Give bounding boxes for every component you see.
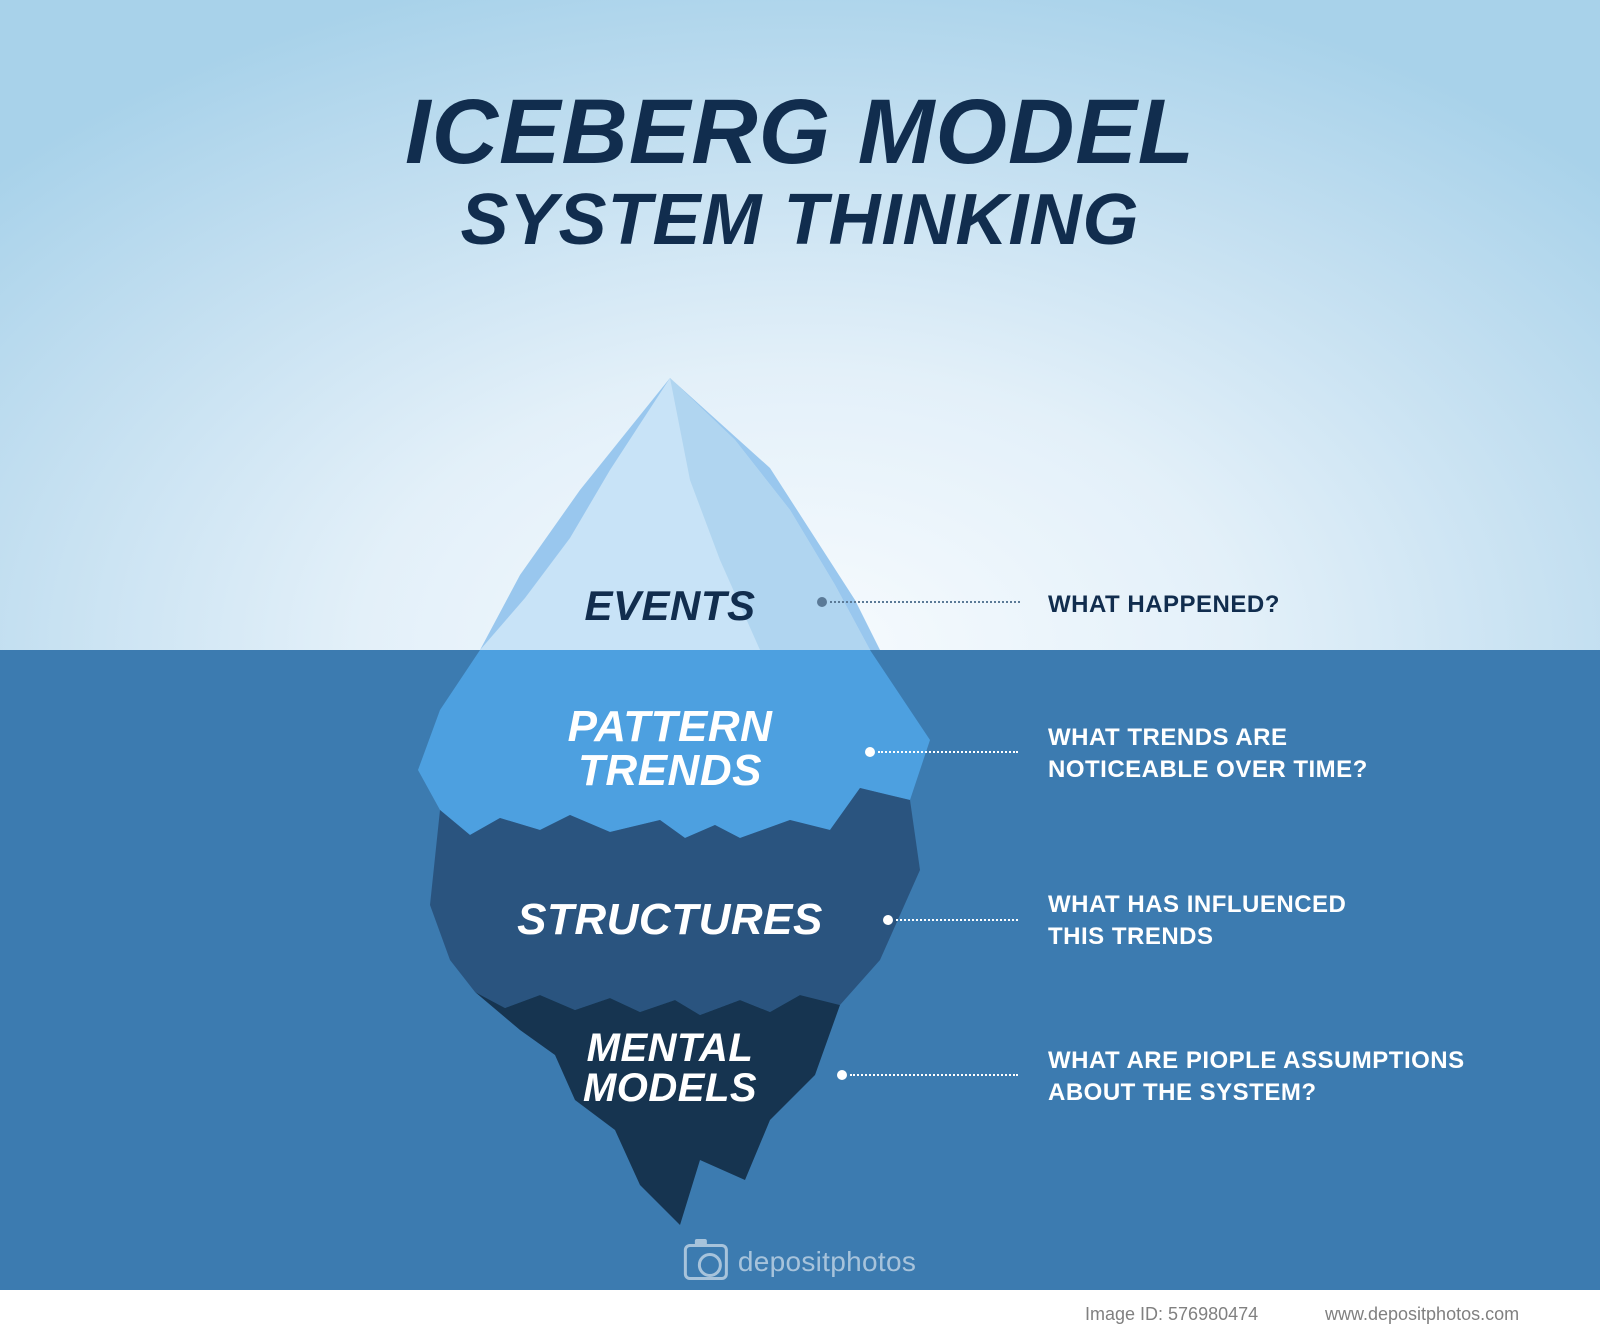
layer-desc-mental-models: WHAT ARE PIOPLE ASSUMPTIONSABOUT THE SYS… [1048,1045,1465,1110]
connector-dot-events [817,597,827,607]
connector-dot-pattern-trends [865,747,875,757]
connector-line-structures [896,919,1018,921]
connector-line-pattern-trends [878,751,1018,753]
connector-line-mental-models [850,1074,1018,1076]
footer-image-id: Image ID: 576980474 [1085,1304,1258,1325]
layer-label-pattern-trends: PATTERNTRENDS [520,705,820,793]
camera-icon [684,1244,728,1280]
watermark: depositphotos [684,1244,916,1280]
footer-bar: Image ID: 576980474 www.depositphotos.co… [0,1290,1600,1340]
connector-line-events [830,601,1020,603]
connector-dot-mental-models [837,1070,847,1080]
infographic-canvas: ICEBERG MODEL SYSTEM THINKING EVENTS WHAT… [0,0,1600,1340]
title-block: ICEBERG MODEL SYSTEM THINKING [0,80,1600,261]
footer-site: www.depositphotos.com [1325,1304,1519,1325]
layer-desc-structures: WHAT HAS INFLUENCEDTHIS TRENDS [1048,889,1346,954]
layer-desc-events: WHAT HAPPENED? [1048,589,1280,621]
watermark-text: depositphotos [738,1246,916,1278]
title-line1: ICEBERG MODEL [0,80,1600,185]
title-line2: SYSTEM THINKING [0,179,1600,261]
layer-label-mental-models: MENTALMODELS [540,1028,800,1108]
connector-dot-structures [883,915,893,925]
layer-label-structures: STRUCTURES [490,898,850,942]
layer-desc-pattern-trends: WHAT TRENDS ARENOTICEABLE OVER TIME? [1048,722,1368,787]
layer-label-events: EVENTS [550,585,790,627]
